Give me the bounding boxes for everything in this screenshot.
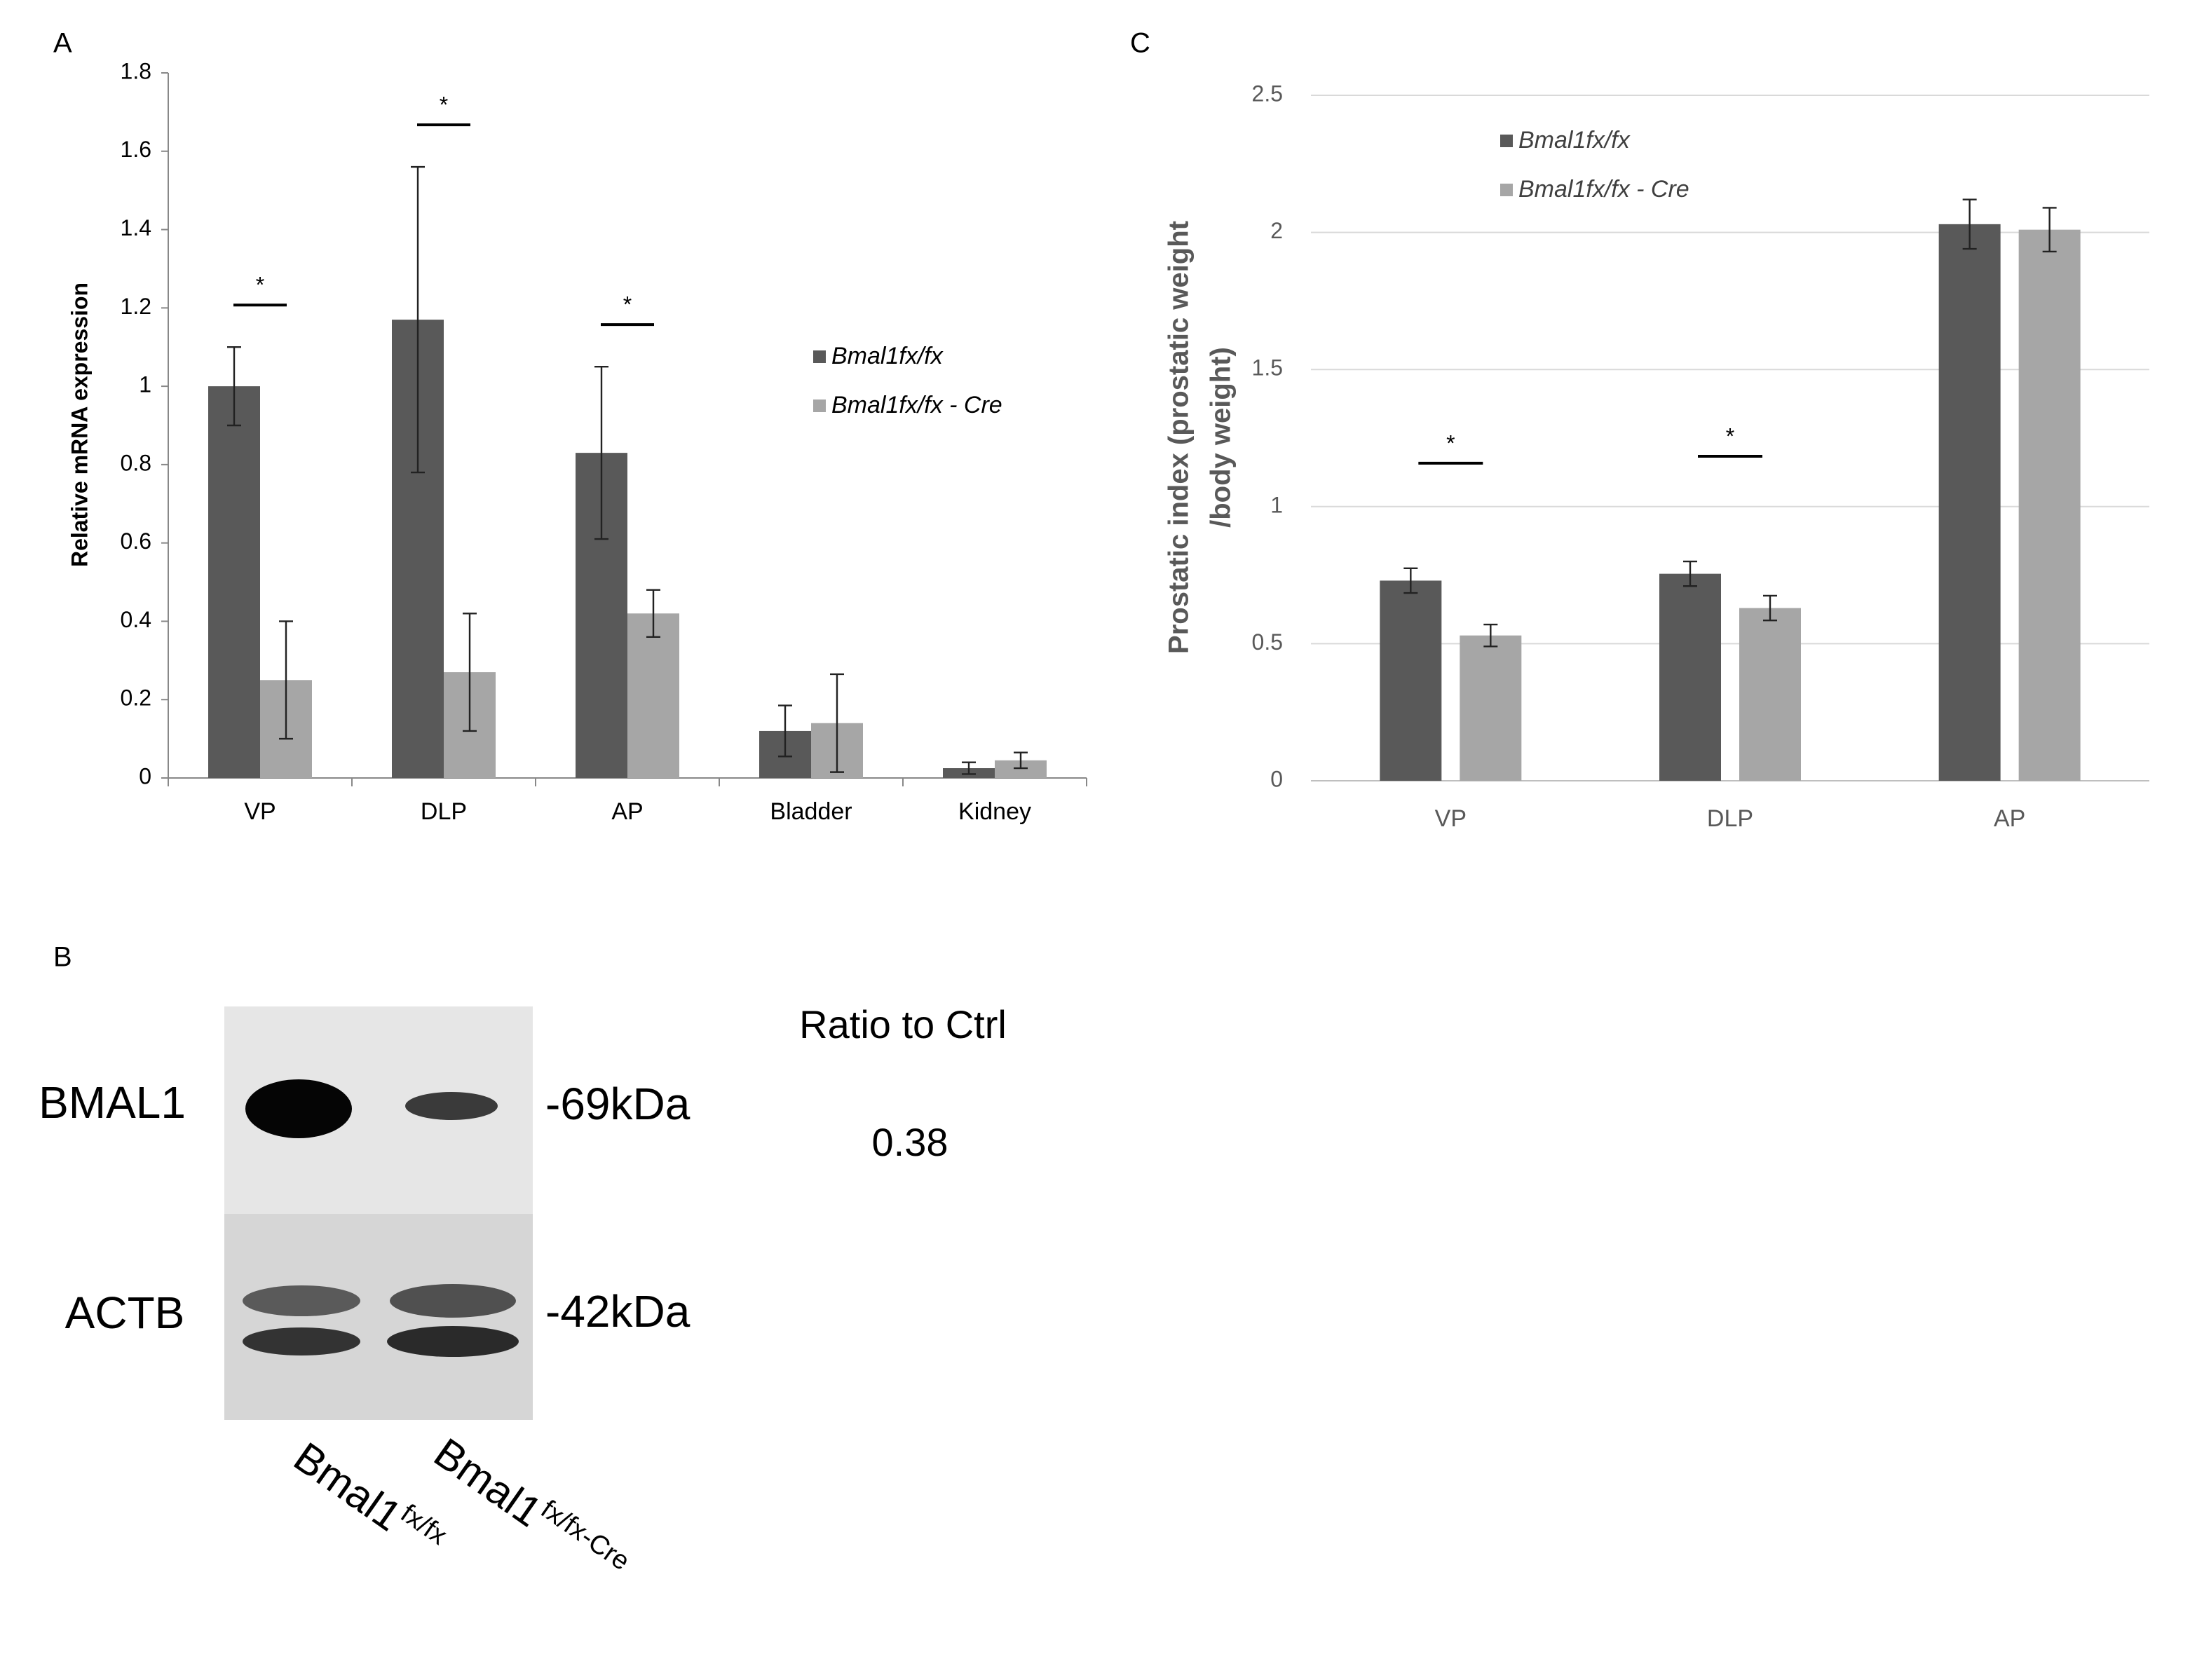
y-axis-label: Prostatic index (prostatic weight [1164, 221, 1195, 654]
bar [1659, 573, 1721, 781]
bar [1460, 635, 1522, 781]
bar [627, 613, 679, 778]
ratio-header: Ratio to Ctrl [799, 1002, 1007, 1046]
significance-label: * [256, 273, 264, 298]
significance-label: * [440, 93, 448, 118]
legend-label: Bmal1fx/fx [831, 343, 944, 369]
significance-label: * [1446, 430, 1455, 456]
error-bar [830, 673, 844, 773]
x-tick-label: DLP [1707, 805, 1753, 832]
blot-band [390, 1284, 516, 1318]
error-bar [962, 761, 976, 775]
bar [1739, 608, 1801, 781]
blot-panel: B BMAL1 ACTB -69kDa -42kDa Ratio to Ctrl… [39, 942, 1007, 1594]
y-tick-label: 0.8 [121, 450, 151, 475]
bar [1938, 224, 2001, 781]
x-tick-label: AP [611, 798, 643, 825]
legend-label: Bmal1fx/fx [1518, 127, 1631, 153]
y-tick-label: 1.5 [1252, 355, 1283, 381]
y-tick-label: 2.5 [1252, 81, 1283, 106]
blot-band [405, 1092, 498, 1120]
panel-label: B [53, 942, 72, 973]
y-axis-label: Relative mRNA expression [67, 282, 92, 567]
legend-swatch [1500, 184, 1513, 196]
y-tick-label: 1.6 [121, 137, 151, 162]
blot-band [243, 1327, 360, 1355]
y-tick-label: 0 [1270, 766, 1283, 791]
size-label: -69kDa [545, 1079, 691, 1129]
x-tick-label: Kidney [958, 798, 1031, 825]
legend-label: Bmal1fx/fx - Cre [831, 392, 1002, 418]
protein-label: ACTB [65, 1288, 185, 1338]
y-tick-label: 1 [139, 372, 151, 397]
bar [1380, 580, 1442, 781]
legend-label: Bmal1fx/fx - Cre [1518, 176, 1689, 203]
ratio-value: 0.38 [872, 1120, 948, 1164]
x-tick-label: DLP [421, 798, 467, 825]
y-axis-label: /body weight) [1206, 347, 1237, 528]
y-tick-label: 1.2 [121, 294, 151, 319]
lane-gene: Bmal1 [426, 1429, 550, 1536]
error-bar [2042, 207, 2057, 253]
blot-band [245, 1079, 352, 1138]
y-tick-label: 0.6 [121, 528, 151, 554]
significance-label: * [1726, 423, 1734, 449]
protein-label: BMAL1 [39, 1077, 186, 1128]
y-tick-label: 2 [1270, 218, 1283, 243]
lane-genotype: fx/fx-Cre [536, 1494, 635, 1576]
blot-band [243, 1285, 360, 1316]
size-label: -42kDa [545, 1286, 691, 1337]
x-tick-label: VP [244, 798, 276, 825]
significance-label: * [623, 292, 632, 317]
y-tick-label: 0.5 [1252, 629, 1283, 655]
bar [208, 386, 260, 778]
error-bar [1763, 594, 1777, 622]
error-bar [1683, 560, 1697, 587]
lane-gene: Bmal1 [285, 1433, 410, 1540]
error-bar [778, 704, 792, 758]
blot-membrane [224, 1214, 533, 1420]
y-tick-label: 1.8 [121, 58, 151, 83]
y-tick-label: 0.4 [121, 607, 151, 632]
error-bar [1403, 567, 1418, 594]
lane-label: Bmal1fx/fx [285, 1430, 452, 1568]
y-tick-label: 0.2 [121, 685, 151, 711]
bar [2018, 229, 2081, 781]
x-tick-label: Bladder [770, 798, 852, 825]
y-tick-label: 1.4 [121, 215, 151, 240]
panel-label: C [1130, 28, 1150, 59]
error-bar [411, 165, 425, 474]
error-bar [594, 365, 608, 540]
error-bar [279, 620, 293, 740]
error-bar [646, 589, 660, 638]
error-bar [227, 346, 241, 427]
error-bar [463, 613, 477, 732]
y-tick-label: 1 [1270, 492, 1283, 517]
blot-band [387, 1326, 519, 1357]
error-bar [1014, 751, 1028, 770]
y-tick-label: 0 [139, 763, 151, 788]
legend-swatch [1500, 135, 1513, 147]
lane-label: Bmal1fx/fx-Cre [426, 1426, 634, 1594]
legend-swatch [813, 399, 826, 412]
panel-label: A [53, 28, 72, 59]
x-tick-label: AP [1994, 805, 2025, 832]
error-bar [1962, 198, 1977, 250]
x-tick-label: VP [1435, 805, 1467, 832]
legend-swatch [813, 350, 826, 363]
error-bar [1483, 623, 1498, 648]
